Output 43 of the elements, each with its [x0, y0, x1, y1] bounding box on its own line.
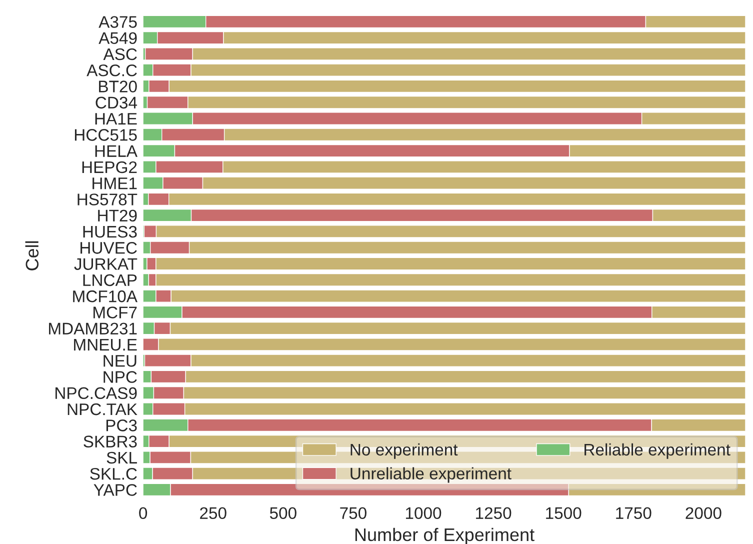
y-tick-label: NEU	[104, 355, 136, 367]
y-tick-label: HUVEC	[80, 242, 137, 254]
y-tick-label: HA1E	[95, 113, 137, 125]
x-tick-label: 2000	[686, 507, 722, 520]
y-tick-label: SKL	[106, 452, 137, 464]
y-tick-label: SKBR3	[84, 436, 137, 448]
y-tick-label: CD34	[96, 96, 138, 109]
y-tick-label: MCF10A	[73, 290, 138, 302]
y-tick-label: HME1	[92, 178, 137, 190]
y-tick-label: NPC	[104, 371, 137, 383]
legend-label: Reliable experiment	[584, 443, 730, 459]
y-tick-label: HS578T	[78, 194, 138, 206]
y-tick-label: HCC515	[74, 129, 137, 141]
y-tick-label: BT20	[99, 80, 137, 92]
legend-label: Unreliable experiment	[350, 467, 512, 483]
y-tick-label: A549	[98, 32, 137, 44]
y-tick-label: MNEU.E	[74, 339, 137, 351]
x-tick-label: 1500	[546, 507, 582, 520]
y-tick-label: HELA	[95, 145, 138, 157]
y-tick-label: HEPG2	[82, 161, 137, 174]
x-tick-label: 750	[340, 507, 366, 520]
y-tick-label: NPC.CAS9	[56, 387, 137, 400]
y-tick-label: PC3	[106, 420, 137, 432]
y-tick-label: JURKAT	[74, 258, 138, 270]
y-tick-label: NPC.TAK	[68, 403, 138, 416]
y-tick-label: YAPC	[94, 484, 137, 496]
x-tick-label: 1750	[616, 507, 652, 520]
y-tick-label: MDAMB231	[49, 322, 137, 335]
legend-label: No experiment	[350, 443, 458, 459]
x-tick-label: 250	[200, 507, 226, 520]
y-axis-title: Cell	[25, 241, 39, 270]
y-tick-label: MCF7	[94, 306, 137, 318]
y-tick-label: ASC	[103, 48, 137, 60]
y-tick-label: HUES3	[83, 226, 137, 238]
y-tick-label: ASC.C	[86, 64, 137, 76]
x-tick-label: 0	[139, 507, 148, 520]
x-tick-label: 500	[270, 507, 296, 520]
y-tick-label: A375	[98, 16, 137, 28]
y-tick-label: HT29	[98, 210, 137, 222]
x-tick-label: 1000	[406, 507, 442, 520]
y-tick-label: SKL.C	[90, 468, 137, 480]
y-tick-label: LNCAP	[83, 274, 137, 286]
x-tick-label: 1250	[476, 507, 512, 520]
